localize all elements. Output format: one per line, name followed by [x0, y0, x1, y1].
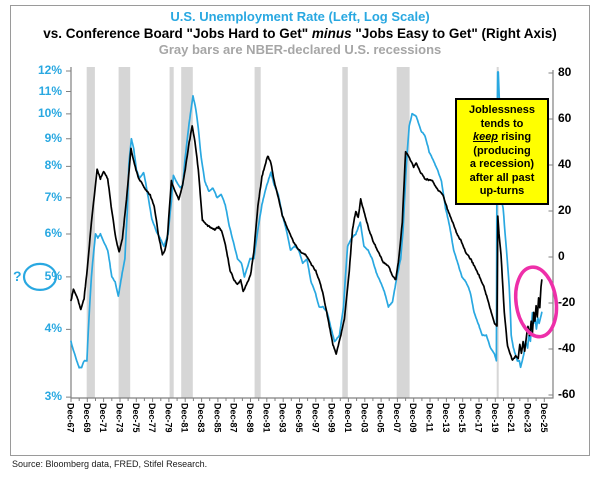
joblessness-annotation-box: Joblessness tends to keep rising (produc…	[455, 98, 549, 205]
axis-frame	[70, 67, 554, 399]
tick-marks	[66, 70, 553, 402]
recession-bar	[342, 67, 348, 398]
source-note: Source: Bloomberg data, FRED, Stifel Res…	[12, 459, 208, 469]
chart-titles: U.S. Unemployment Rate (Left, Log Scale)…	[0, 9, 600, 59]
query-circle	[22, 262, 58, 291]
recession-bar	[181, 67, 193, 398]
chart-title-secondary: vs. Conference Board "Jobs Hard to Get" …	[0, 26, 600, 43]
highlight-ellipse	[513, 265, 559, 339]
title-secondary-pre: vs. Conference Board "Jobs Hard to Get"	[43, 25, 312, 41]
annotation-text-post: rising (producing a recession) after all…	[469, 131, 535, 197]
chart-title-primary: U.S. Unemployment Rate (Left, Log Scale)	[170, 9, 430, 24]
title-secondary-post: "Jobs Easy to Get" (Right Axis)	[351, 25, 557, 41]
recession-bar	[169, 67, 174, 398]
chart-outer-border	[10, 5, 590, 456]
title-secondary-italic: minus	[311, 25, 352, 41]
question-mark-label: ?	[13, 268, 22, 284]
recession-bar	[118, 67, 131, 398]
annotation-text-pre: Joblessness tends to	[468, 104, 536, 130]
chart-subtitle-recessions: Gray bars are NBER-declared U.S. recessi…	[158, 42, 442, 57]
annotation-text-emphasis: keep	[472, 131, 499, 143]
labor-differential-line	[70, 125, 543, 361]
